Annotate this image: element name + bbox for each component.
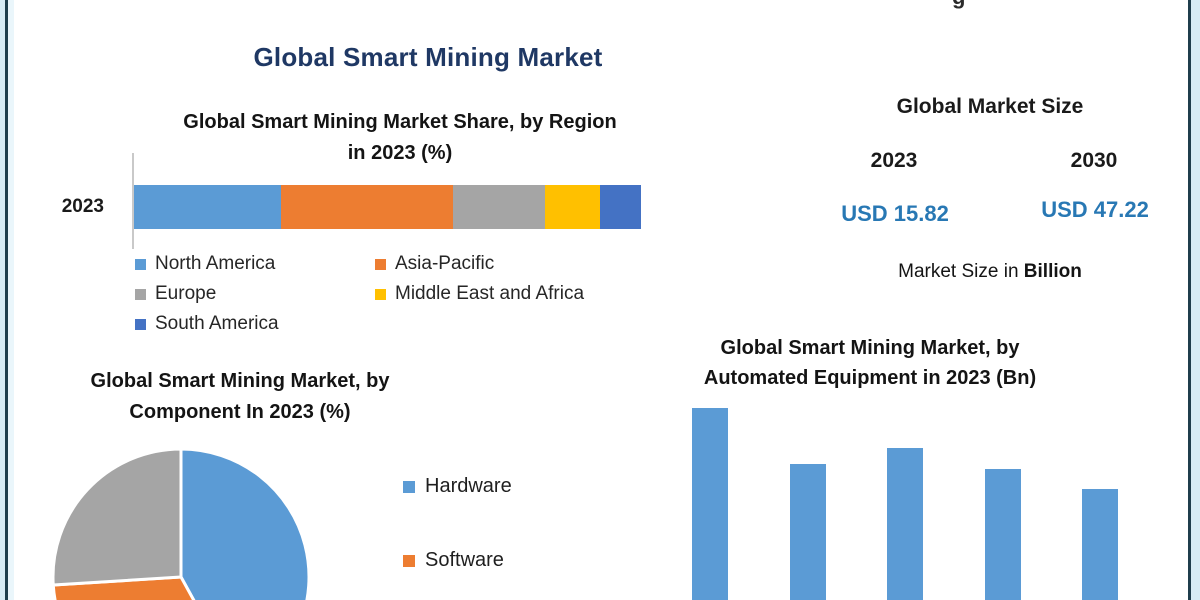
legend-swatch-icon — [403, 481, 415, 493]
region-bar-segment-middle-east-and-africa — [544, 185, 601, 229]
region-legend-item-asia-pacific: Asia-Pacific — [375, 253, 735, 275]
equipment-chart-title: Global Smart Mining Market, by Automated… — [660, 333, 1080, 393]
region-bar-segment-north-america — [134, 185, 282, 229]
cut-off-text-fragment: g — [952, 0, 965, 10]
region-legend-item-europe: Europe — [135, 283, 375, 305]
market-size-value-2030: USD 47.22 — [1041, 197, 1149, 222]
legend-label: Hardware — [425, 475, 512, 497]
equipment-bar-5 — [1082, 488, 1118, 600]
pie-slice-software — [51, 575, 196, 600]
main-title: Global Smart Mining Market — [253, 42, 603, 72]
legend-swatch-icon — [135, 318, 146, 330]
market-size-title: Global Market Size — [896, 95, 1084, 118]
legend-label: Europe — [155, 283, 217, 304]
left-border-inner-glow — [8, 0, 14, 600]
market-size-footnote-prefix: Market Size in — [898, 261, 1024, 282]
legend-swatch-icon — [375, 288, 386, 300]
region-legend-item-middle-east-and-africa: Middle East and Africa — [375, 283, 735, 305]
right-border-line — [1188, 0, 1191, 600]
legend-swatch-icon — [135, 288, 146, 300]
region-bar — [134, 185, 641, 229]
market-size-value-2023: USD 15.82 — [841, 201, 949, 226]
region-axis-category: 2023 — [61, 196, 104, 217]
equipment-chart-title-line2: Automated Equipment in 2023 (Bn) — [703, 367, 1037, 389]
component-legend: Hardware Software — [403, 475, 633, 600]
region-chart-title-line1: Global Smart Mining Market Share, by Reg… — [183, 111, 617, 133]
equipment-bar-3 — [887, 448, 923, 600]
region-axis-line — [132, 153, 134, 249]
legend-label: Middle East and Africa — [395, 283, 585, 304]
legend-label: Asia-Pacific — [395, 253, 495, 274]
component-pie — [51, 447, 311, 600]
component-legend-item-software: Software — [403, 549, 504, 572]
legend-label: Software — [425, 549, 504, 571]
equipment-bar-4 — [985, 469, 1021, 600]
region-chart-title: Global Smart Mining Market Share, by Reg… — [100, 107, 700, 169]
region-bar-segment-asia-pacific — [281, 185, 454, 229]
legend-label: North America — [155, 253, 276, 274]
legend-swatch-icon — [375, 258, 386, 270]
component-chart-title-line1: Global Smart Mining Market, by — [90, 370, 390, 392]
pie-slice-unlabeled — [51, 447, 183, 587]
region-bar-segment-south-america — [600, 185, 641, 229]
market-size-footnote-unit: Billion — [1023, 261, 1082, 282]
equipment-chart-title-line1: Global Smart Mining Market, by — [720, 337, 1020, 359]
market-size-year-2030: 2030 — [1070, 149, 1118, 172]
region-legend: North America Asia-Pacific Europe Middle Ea… — [135, 249, 735, 339]
right-border-glow — [1191, 0, 1200, 600]
component-chart-title: Global Smart Mining Market, by Component… — [40, 366, 440, 428]
component-chart-title-line2: Component In 2023 (%) — [129, 401, 351, 423]
region-legend-item-south-america: South America — [135, 313, 375, 335]
legend-swatch-icon — [135, 258, 146, 270]
equipment-bar-2 — [790, 463, 826, 600]
market-size-footnote: Market Size in Billion — [790, 261, 1190, 283]
region-bar-segment-europe — [453, 185, 545, 229]
region-chart-title-line2: in 2023 (%) — [347, 142, 453, 164]
legend-label: South America — [155, 313, 279, 334]
left-border-line — [5, 0, 8, 600]
market-size-year-2023: 2023 — [870, 149, 918, 172]
legend-swatch-icon — [403, 555, 415, 567]
region-legend-item-north-america: North America — [135, 253, 375, 275]
left-border-glow — [0, 0, 5, 600]
equipment-bar-1 — [692, 408, 728, 600]
pie-slice-hardware — [179, 447, 311, 600]
component-legend-item-hardware: Hardware — [403, 475, 512, 498]
